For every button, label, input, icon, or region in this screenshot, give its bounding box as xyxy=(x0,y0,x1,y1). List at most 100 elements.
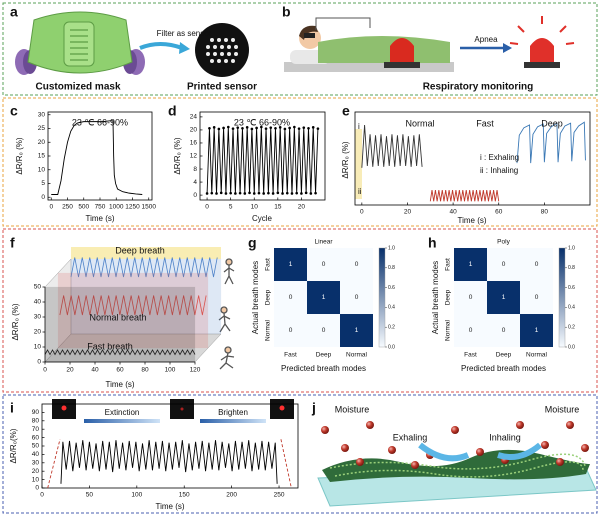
line-series xyxy=(59,295,207,316)
colorbar-tick-label: 0.4 xyxy=(388,305,395,311)
annotation: Inhaling xyxy=(489,432,521,442)
x-tick-label: 100 xyxy=(131,492,142,499)
y-tick-label: 24 xyxy=(190,114,198,121)
x-tick-label: 5 xyxy=(229,204,233,211)
y-tick-label: 60 xyxy=(32,434,40,441)
x-tick-label: 100 xyxy=(165,367,176,374)
colorbar-tick-label: 1.0 xyxy=(388,245,395,251)
marker xyxy=(274,126,277,130)
colorbar-tick-label: 1.0 xyxy=(568,245,575,251)
x-tick-label: 20 xyxy=(66,367,74,374)
marker xyxy=(222,126,225,130)
series-label: Fast xyxy=(476,118,494,128)
cell-label: 0 xyxy=(355,261,359,268)
marker xyxy=(234,192,237,195)
marker xyxy=(252,192,256,195)
y-tick-label: 0 xyxy=(35,485,39,492)
colorbar-tick-label: 0.6 xyxy=(568,285,575,291)
frame-fgh xyxy=(2,228,598,393)
x-axis-label: Time (s) xyxy=(105,380,134,389)
cell-label: 1 xyxy=(502,294,506,301)
x-tick-label: Fast xyxy=(464,352,477,359)
series-plane xyxy=(70,258,222,335)
marker xyxy=(293,125,296,129)
series-label: Fast breath xyxy=(87,341,133,351)
panel-label: h xyxy=(428,235,437,251)
x-tick-label: 1000 xyxy=(109,204,124,211)
cell-label: 0 xyxy=(535,294,539,301)
x-tick-label: 40 xyxy=(91,367,99,374)
marker xyxy=(205,192,209,195)
y-axis-label: ΔR/R₀ (%) xyxy=(15,137,24,174)
annotation: ii : Inhaling xyxy=(480,166,518,175)
y-axis-label: ΔR/R₀ (%) xyxy=(341,141,350,178)
highlight xyxy=(355,129,362,199)
x-axis-label: Predicted breath modes xyxy=(461,364,546,373)
y-tick-label: 70 xyxy=(32,426,40,433)
heatmap-cell xyxy=(340,281,373,314)
panel-label: e xyxy=(342,103,350,119)
y-tick-label: 80 xyxy=(32,418,40,425)
x-tick-label: Deep xyxy=(496,352,512,359)
line-series xyxy=(44,349,196,356)
panel-label: g xyxy=(248,235,257,251)
annotation: 23 ℃ 66-90% xyxy=(234,117,290,127)
marker xyxy=(267,191,270,195)
y-tick-label: 40 xyxy=(34,299,42,306)
marker xyxy=(236,126,240,129)
x-tick-label: 0 xyxy=(43,367,47,374)
y-tick-label: 5 xyxy=(41,180,45,187)
colorbar-tick-label: 0.0 xyxy=(568,344,575,350)
sensor-illustration xyxy=(195,23,249,77)
line-series xyxy=(47,439,61,489)
marker xyxy=(238,191,242,195)
x-tick-label: 15 xyxy=(274,204,282,211)
series-label: Deep breath xyxy=(115,245,165,255)
line-series xyxy=(429,190,500,202)
caption: Respiratory monitoring xyxy=(423,82,534,93)
x-tick-label: 150 xyxy=(179,492,190,499)
mask-illustration xyxy=(15,11,145,75)
x-tick-label: 20 xyxy=(298,204,306,211)
annotation: Moisture xyxy=(545,404,580,414)
x-tick-label: 0 xyxy=(49,204,53,211)
marker xyxy=(288,126,291,130)
marker xyxy=(295,191,298,195)
heatmap-cell xyxy=(307,314,340,347)
frame-ij xyxy=(2,394,598,514)
chart-title: Poly xyxy=(497,239,510,246)
y-tick-label: 0 xyxy=(193,192,197,199)
series-label: Deep xyxy=(541,118,563,128)
y-tick-label: 40 xyxy=(32,451,40,458)
marker xyxy=(278,126,282,129)
marker xyxy=(271,192,275,195)
marker xyxy=(255,126,258,130)
annotation: i : Exhaling xyxy=(480,153,519,162)
cell-label: 0 xyxy=(322,327,326,334)
annotation: 23 ℃ 66-90% xyxy=(72,117,128,127)
cell-label: 1 xyxy=(289,261,293,268)
panel-label: j xyxy=(311,400,316,416)
marker xyxy=(260,125,263,129)
heatmap-cell xyxy=(454,281,487,314)
series-label: Normal breath xyxy=(89,312,146,322)
line-series xyxy=(60,440,278,484)
x-tick-label: 500 xyxy=(78,204,89,211)
y-tick-label: 20 xyxy=(34,329,42,336)
line-series xyxy=(51,120,143,195)
x-tick-label: 200 xyxy=(226,492,237,499)
y-tick-label: 30 xyxy=(34,314,42,321)
heatmap-cell xyxy=(487,314,520,347)
y-tick-label: 20 xyxy=(190,127,198,134)
marker xyxy=(245,126,249,129)
heatmap-cell xyxy=(454,314,487,347)
line-series xyxy=(516,121,586,164)
marker xyxy=(264,127,268,130)
candle-photos xyxy=(52,399,294,423)
panel-label: a xyxy=(10,4,18,20)
arrow-head xyxy=(179,42,190,54)
arrow-label: Apnea xyxy=(474,35,498,44)
cell-label: 0 xyxy=(289,327,293,334)
x-tick-label: 1500 xyxy=(142,204,157,211)
